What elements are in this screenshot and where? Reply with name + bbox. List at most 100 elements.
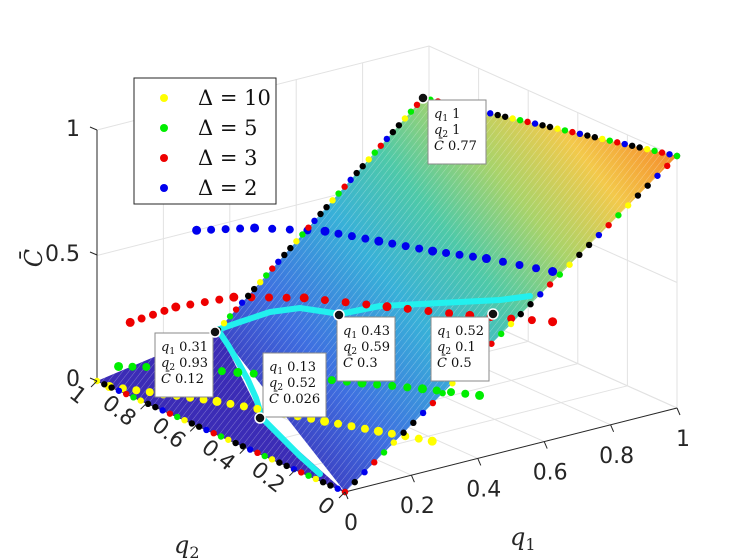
edge-1-dot-32 [658,149,666,156]
datatip-box-1 [336,316,396,382]
z-tick-mark-2 [89,126,98,131]
edge-3-dot-29 [130,394,137,401]
q2-tick-0: 0 [312,492,338,520]
series-0-point-2-2 [239,402,248,411]
edge-2-dot-4 [634,192,642,199]
series-2-point-3-2 [341,298,350,307]
q1-axis-line [344,407,678,493]
series-2-point-4-2 [424,307,433,316]
edge-2-dot-14 [537,291,544,298]
legend-marker-2 [160,154,168,162]
edge-1-dot-25 [606,137,613,144]
edge-3-dot-4 [312,475,320,483]
edge-0-dot-33 [413,101,421,109]
legend-marker-1 [160,124,168,132]
edge-1-dot-20 [569,128,576,136]
datatip-2-row-1: q2 0.1 [437,340,476,357]
datatip-marker-0 [417,92,429,104]
cyan-ridge-lower [215,327,323,477]
edge-1-dot-10 [494,111,501,119]
datatip-marker-1 [333,309,345,321]
edge-3-dot-10 [268,456,276,463]
edge-3-dot-26 [152,403,159,411]
series-0-point-4 [320,416,330,426]
series-1-point-3-2 [327,376,336,385]
series-0-point-4-2 [347,422,356,431]
q1-tick-3: 0.6 [533,461,568,486]
edge-2-dot-10 [576,251,583,259]
series-1-point-1-3 [217,367,226,376]
q1-tick-0: 0 [344,511,358,536]
series-3-point-2 [320,226,330,236]
series-3-point-0-1 [207,225,216,234]
datatip-0-row-1: q2 1 [434,123,460,140]
edge-3-dot-28 [137,397,144,404]
edge-3-dot-32 [108,384,115,391]
edge-3-dot-23 [174,413,181,421]
z-tick-2: 1 [66,117,80,142]
edge-2-dot-8 [595,231,603,239]
q1-axis-label: q1 [510,523,536,554]
edge-3-dot-14 [239,443,247,450]
datatip-box-3 [154,332,214,398]
q1-tick-4: 0.8 [599,444,634,469]
series-3-point-4-1 [442,248,451,257]
series-3-point-5-3 [532,264,541,273]
datatip-2-row-0: q1 0.52 [437,324,484,341]
legend-marker-0 [160,94,168,102]
edge-1-dot-27 [621,140,628,148]
series-2-point-1-1 [186,300,195,309]
edge-0-dot-30 [395,122,403,129]
series-3-point-4-2 [455,250,464,259]
edge-3-dot-6 [298,469,305,476]
series-0-point-4-1 [334,419,343,428]
edge-0-dot-10 [275,258,282,265]
edge-1-dot-33 [666,151,673,158]
series-3-point-5-1 [498,257,507,266]
data-series [104,223,558,446]
edge-2-dot-23 [449,380,456,387]
edge-3-dot-24 [166,410,174,417]
edge-1-dot-29 [636,144,643,151]
edge-3-dot-1 [334,485,341,492]
series-3-point-1-2 [285,225,294,234]
series-2-point-0-3 [160,306,169,315]
surface-plane-mesh [218,98,677,492]
edge-1-dot-24 [599,135,606,143]
edge-3-dot-13 [246,446,254,453]
edge-1-dot-9 [487,110,494,117]
z-axis-label: C̄ [20,249,48,267]
series-2-point-2-3 [282,293,291,302]
edge-0-dot-2 [226,313,234,320]
series-3-point-4-3 [468,252,477,261]
edge-2-dot-2 [654,172,661,179]
edge-3-dot-31 [115,387,123,394]
series-1-point-2 [233,367,243,377]
edge-0-dot-5 [244,292,252,300]
q1-tick-5: 1 [676,427,690,452]
q1-tick-2: 0.4 [466,477,501,502]
edge-0-dot-9 [269,265,276,272]
edge-2-dot-1 [664,162,671,170]
series-3-point-0-3 [236,224,245,233]
edge-1-dot-14 [524,118,531,126]
edge-1-dot-17 [546,123,554,131]
series-0-point-5 [373,426,383,436]
edge-3-dot-7 [290,465,298,473]
series-0-point-2-1 [226,399,235,408]
edge-2-dot-15 [527,301,534,308]
series-3-point-0-2 [221,225,230,234]
series-3-point-4 [428,246,438,256]
series-0-point-5-3 [414,434,423,443]
series-3-point-3-3 [415,244,424,253]
series-3-point-3-1 [388,239,397,248]
edge-1-dot-19 [561,127,569,134]
edge-3-dot-18 [210,430,217,437]
edge-1-dot-15 [531,120,539,127]
edge-2-dot-5 [624,202,632,209]
datatip-1-row-0: q1 0.43 [343,324,390,341]
edge-0-dot-31 [401,115,409,122]
q1-tick-mark-4 [610,424,615,432]
